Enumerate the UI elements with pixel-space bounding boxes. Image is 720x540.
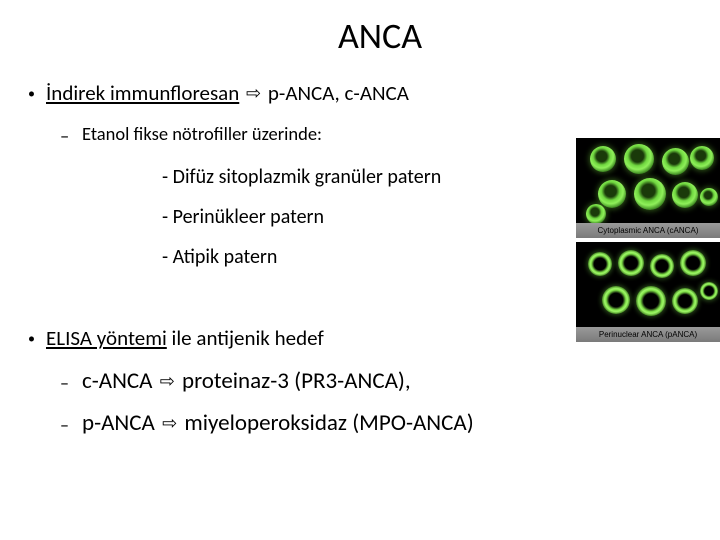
- cell-blob: [598, 180, 626, 208]
- arrow-icon: ⇨: [160, 412, 179, 434]
- cell-blob: [650, 254, 674, 278]
- item-left: p-ANCA: [82, 409, 155, 437]
- cell-blob: [602, 286, 630, 314]
- sub-text: Etanol fikse nötrofiller üzerinde:: [82, 122, 322, 145]
- dash-icon: –: [60, 409, 82, 436]
- bullet-text: ELISA yöntemi ile antijenik hedef: [46, 325, 584, 351]
- cell-blob: [662, 148, 689, 175]
- cell-blob: [586, 204, 606, 224]
- pattern-1: - Difüz sitoplazmik granüler patern: [162, 165, 584, 189]
- pattern-2: - Perinükleer patern: [162, 205, 584, 229]
- elisa-item-2: – p-ANCA ⇨ miyeloperoksidaz (MPO-ANCA): [60, 409, 584, 437]
- arrow-icon: ⇨: [158, 370, 177, 392]
- underlined-term: ELISA yöntemi: [46, 325, 167, 351]
- bullet-elisa: • ELISA yöntemi ile antijenik hedef: [24, 325, 584, 351]
- slide: ANCA • İndirek immunfloresan ⇨ p-ANCA, c…: [0, 0, 720, 540]
- underlined-term: İndirek immunfloresan: [46, 80, 239, 106]
- dash-icon: –: [60, 122, 82, 147]
- cell-blob: [700, 282, 718, 300]
- cell-blob: [680, 250, 706, 276]
- content-area: • İndirek immunfloresan ⇨ p-ANCA, c-ANCA…: [24, 80, 584, 437]
- cell-blob: [672, 182, 698, 208]
- item-left: c-ANCA: [82, 367, 153, 395]
- item-right: miyeloperoksidaz (MPO-ANCA): [184, 409, 473, 437]
- microscopy-canca: Cytoplasmic ANCA (cANCA): [576, 138, 720, 238]
- caption-canca: Cytoplasmic ANCA (cANCA): [576, 223, 720, 238]
- cell-blob: [624, 144, 654, 174]
- cell-blob: [590, 146, 616, 172]
- bullet-dot-icon: •: [24, 325, 46, 347]
- cell-blob: [636, 286, 666, 316]
- item-right: proteinaz-3 (PR3-ANCA),: [182, 367, 411, 395]
- pattern-3: - Atipik patern: [162, 245, 584, 269]
- cell-blob: [700, 188, 718, 206]
- item-text: c-ANCA ⇨ proteinaz-3 (PR3-ANCA),: [82, 367, 411, 395]
- item-text: p-ANCA ⇨ miyeloperoksidaz (MPO-ANCA): [82, 409, 474, 437]
- bullet-rest: p-ANCA, c-ANCA: [268, 80, 409, 106]
- dash-icon: –: [60, 367, 82, 394]
- slide-title: ANCA: [64, 14, 696, 58]
- image-panel: Cytoplasmic ANCA (cANCA) Perinuclear ANC…: [576, 138, 720, 346]
- bullet-rest-text: ile antijenik hedef: [172, 325, 324, 351]
- elisa-item-1: – c-ANCA ⇨ proteinaz-3 (PR3-ANCA),: [60, 367, 584, 395]
- cell-blob: [634, 178, 666, 210]
- microscopy-panca: Perinuclear ANCA (pANCA): [576, 242, 720, 342]
- cell-blob: [618, 250, 644, 276]
- bullet-indirect-if: • İndirek immunfloresan ⇨ p-ANCA, c-ANCA: [24, 80, 584, 106]
- cell-blob: [672, 288, 698, 314]
- cell-blob: [690, 146, 714, 170]
- bullet-text: İndirek immunfloresan ⇨ p-ANCA, c-ANCA: [46, 80, 584, 106]
- cell-blob: [588, 252, 612, 276]
- caption-panca: Perinuclear ANCA (pANCA): [576, 327, 720, 342]
- bullet-dot-icon: •: [24, 80, 46, 102]
- bullet-etanol: – Etanol fikse nötrofiller üzerinde:: [60, 122, 584, 147]
- spacer: [24, 285, 584, 325]
- arrow-icon: ⇨: [244, 82, 263, 104]
